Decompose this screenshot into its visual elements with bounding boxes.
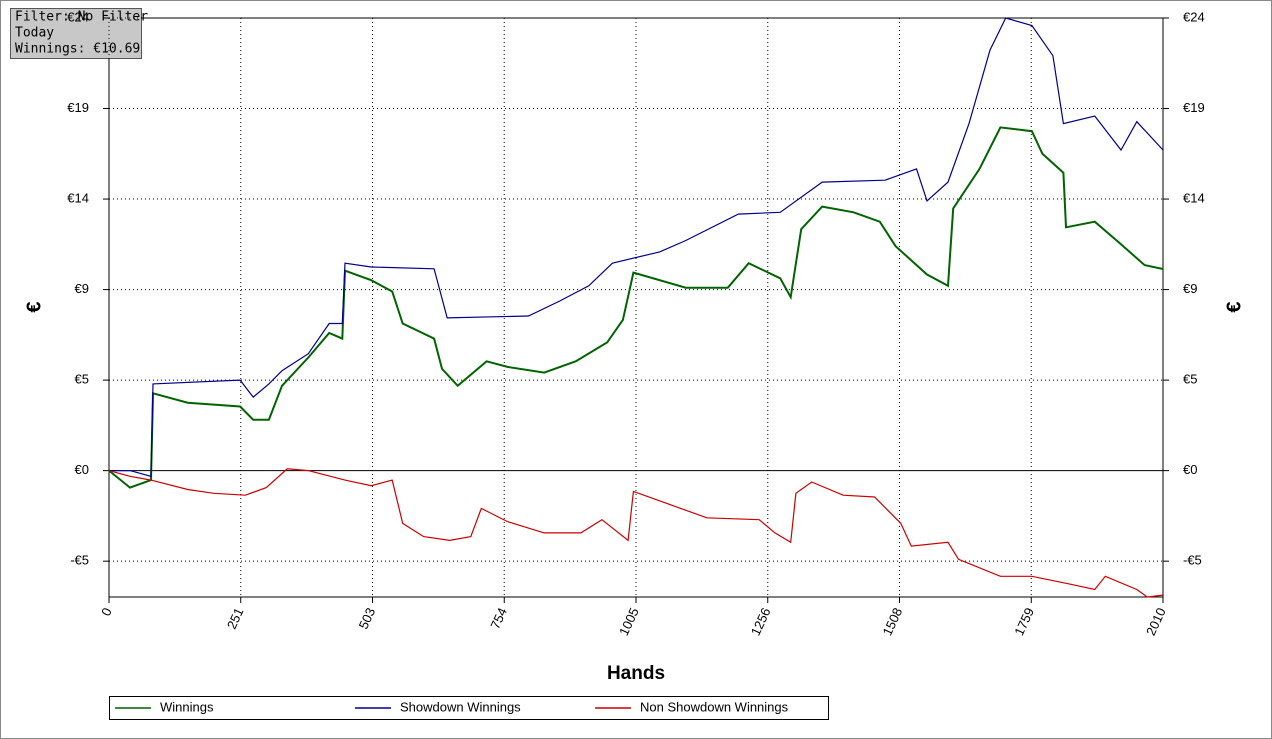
y-tick-label: €9 <box>75 281 89 296</box>
series-line <box>108 126 1164 489</box>
y-tick-label: €5 <box>75 372 89 387</box>
info-line: Today <box>15 26 54 41</box>
legend-label: Winnings <box>160 699 214 714</box>
y2-axis-title: € <box>1223 301 1245 312</box>
y2-tick-label: €19 <box>1183 100 1205 115</box>
series-line <box>109 17 1164 478</box>
legend <box>109 696 829 720</box>
legend-label: Showdown Winnings <box>400 699 521 714</box>
x-axis-title: Hands <box>607 663 665 684</box>
y-axis-title: € <box>23 301 45 312</box>
y-tick-label: €14 <box>67 190 89 205</box>
y2-tick-label: €9 <box>1183 281 1197 296</box>
info-box <box>10 8 142 59</box>
y-tick-label: €24 <box>67 9 89 24</box>
y2-tick-label: €0 <box>1183 462 1197 477</box>
y-tick-label: €19 <box>67 100 89 115</box>
y2-tick-label: €5 <box>1183 372 1197 387</box>
y-tick-label: -€5 <box>70 553 89 568</box>
y2-tick-label: €24 <box>1183 9 1205 24</box>
y-tick-label: €0 <box>75 462 89 477</box>
y2-tick-label: €14 <box>1183 190 1205 205</box>
series-line <box>108 468 1164 598</box>
info-line: Filter: No Filter <box>15 10 148 25</box>
info-line: Winnings: €10.69 <box>15 42 140 57</box>
legend-label: Non Showdown Winnings <box>640 699 789 714</box>
y2-tick-label: -€5 <box>1183 553 1202 568</box>
